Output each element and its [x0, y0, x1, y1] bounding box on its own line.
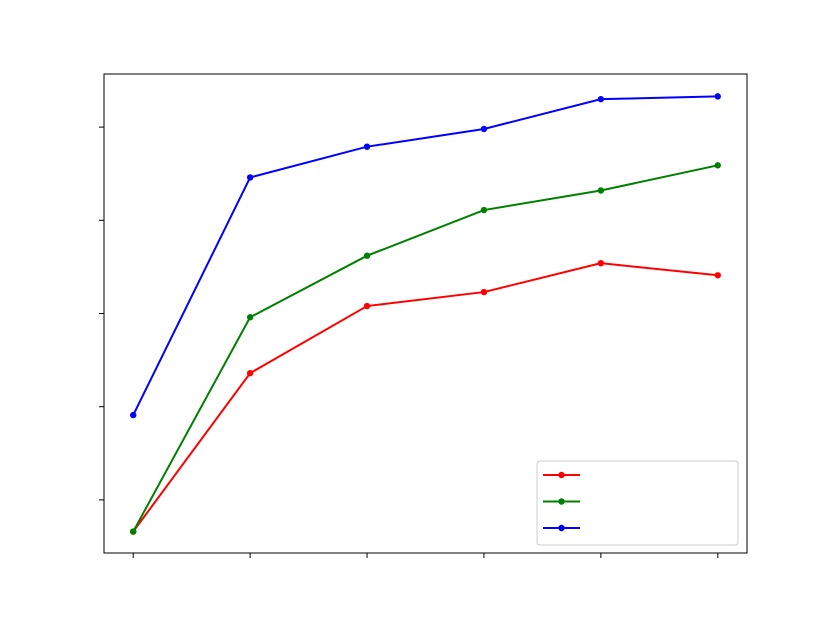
point: [714, 272, 721, 279]
legend-marker: [558, 471, 565, 479]
point: [246, 174, 254, 181]
point: [480, 125, 488, 133]
point: [130, 411, 137, 419]
plot-frame: [103, 73, 748, 554]
series-line: [132, 262, 718, 533]
series-line: [132, 95, 718, 416]
point: [597, 187, 605, 194]
point: [714, 93, 721, 100]
point: [480, 206, 488, 214]
point: [597, 259, 605, 267]
point: [246, 314, 254, 321]
legend: [536, 460, 739, 546]
point: [130, 528, 137, 535]
series-line: [132, 164, 718, 533]
point: [714, 162, 721, 169]
point: [597, 95, 605, 103]
point: [246, 369, 254, 377]
point: [480, 288, 488, 296]
point: [363, 143, 371, 150]
legend-marker: [558, 524, 565, 532]
point: [363, 302, 371, 310]
point: [363, 252, 371, 259]
legend-marker: [558, 498, 565, 505]
